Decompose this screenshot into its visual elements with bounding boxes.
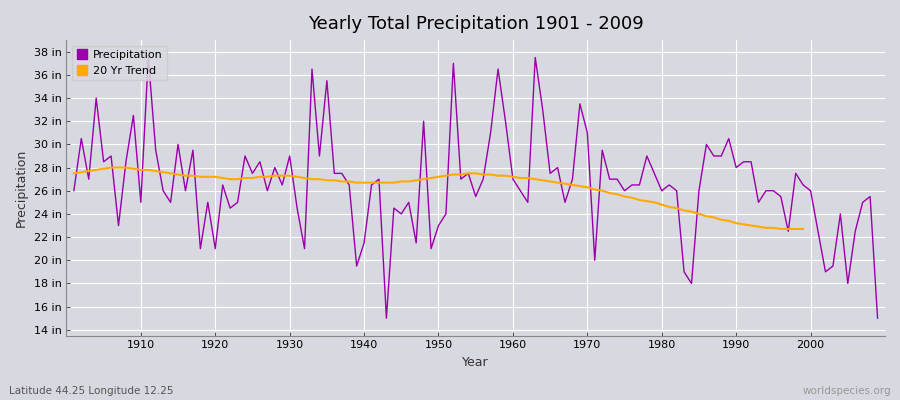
Legend: Precipitation, 20 Yr Trend: Precipitation, 20 Yr Trend bbox=[72, 46, 167, 80]
Title: Yearly Total Precipitation 1901 - 2009: Yearly Total Precipitation 1901 - 2009 bbox=[308, 15, 644, 33]
Text: worldspecies.org: worldspecies.org bbox=[803, 386, 891, 396]
Text: Latitude 44.25 Longitude 12.25: Latitude 44.25 Longitude 12.25 bbox=[9, 386, 174, 396]
X-axis label: Year: Year bbox=[463, 356, 489, 369]
Y-axis label: Precipitation: Precipitation bbox=[15, 149, 28, 227]
